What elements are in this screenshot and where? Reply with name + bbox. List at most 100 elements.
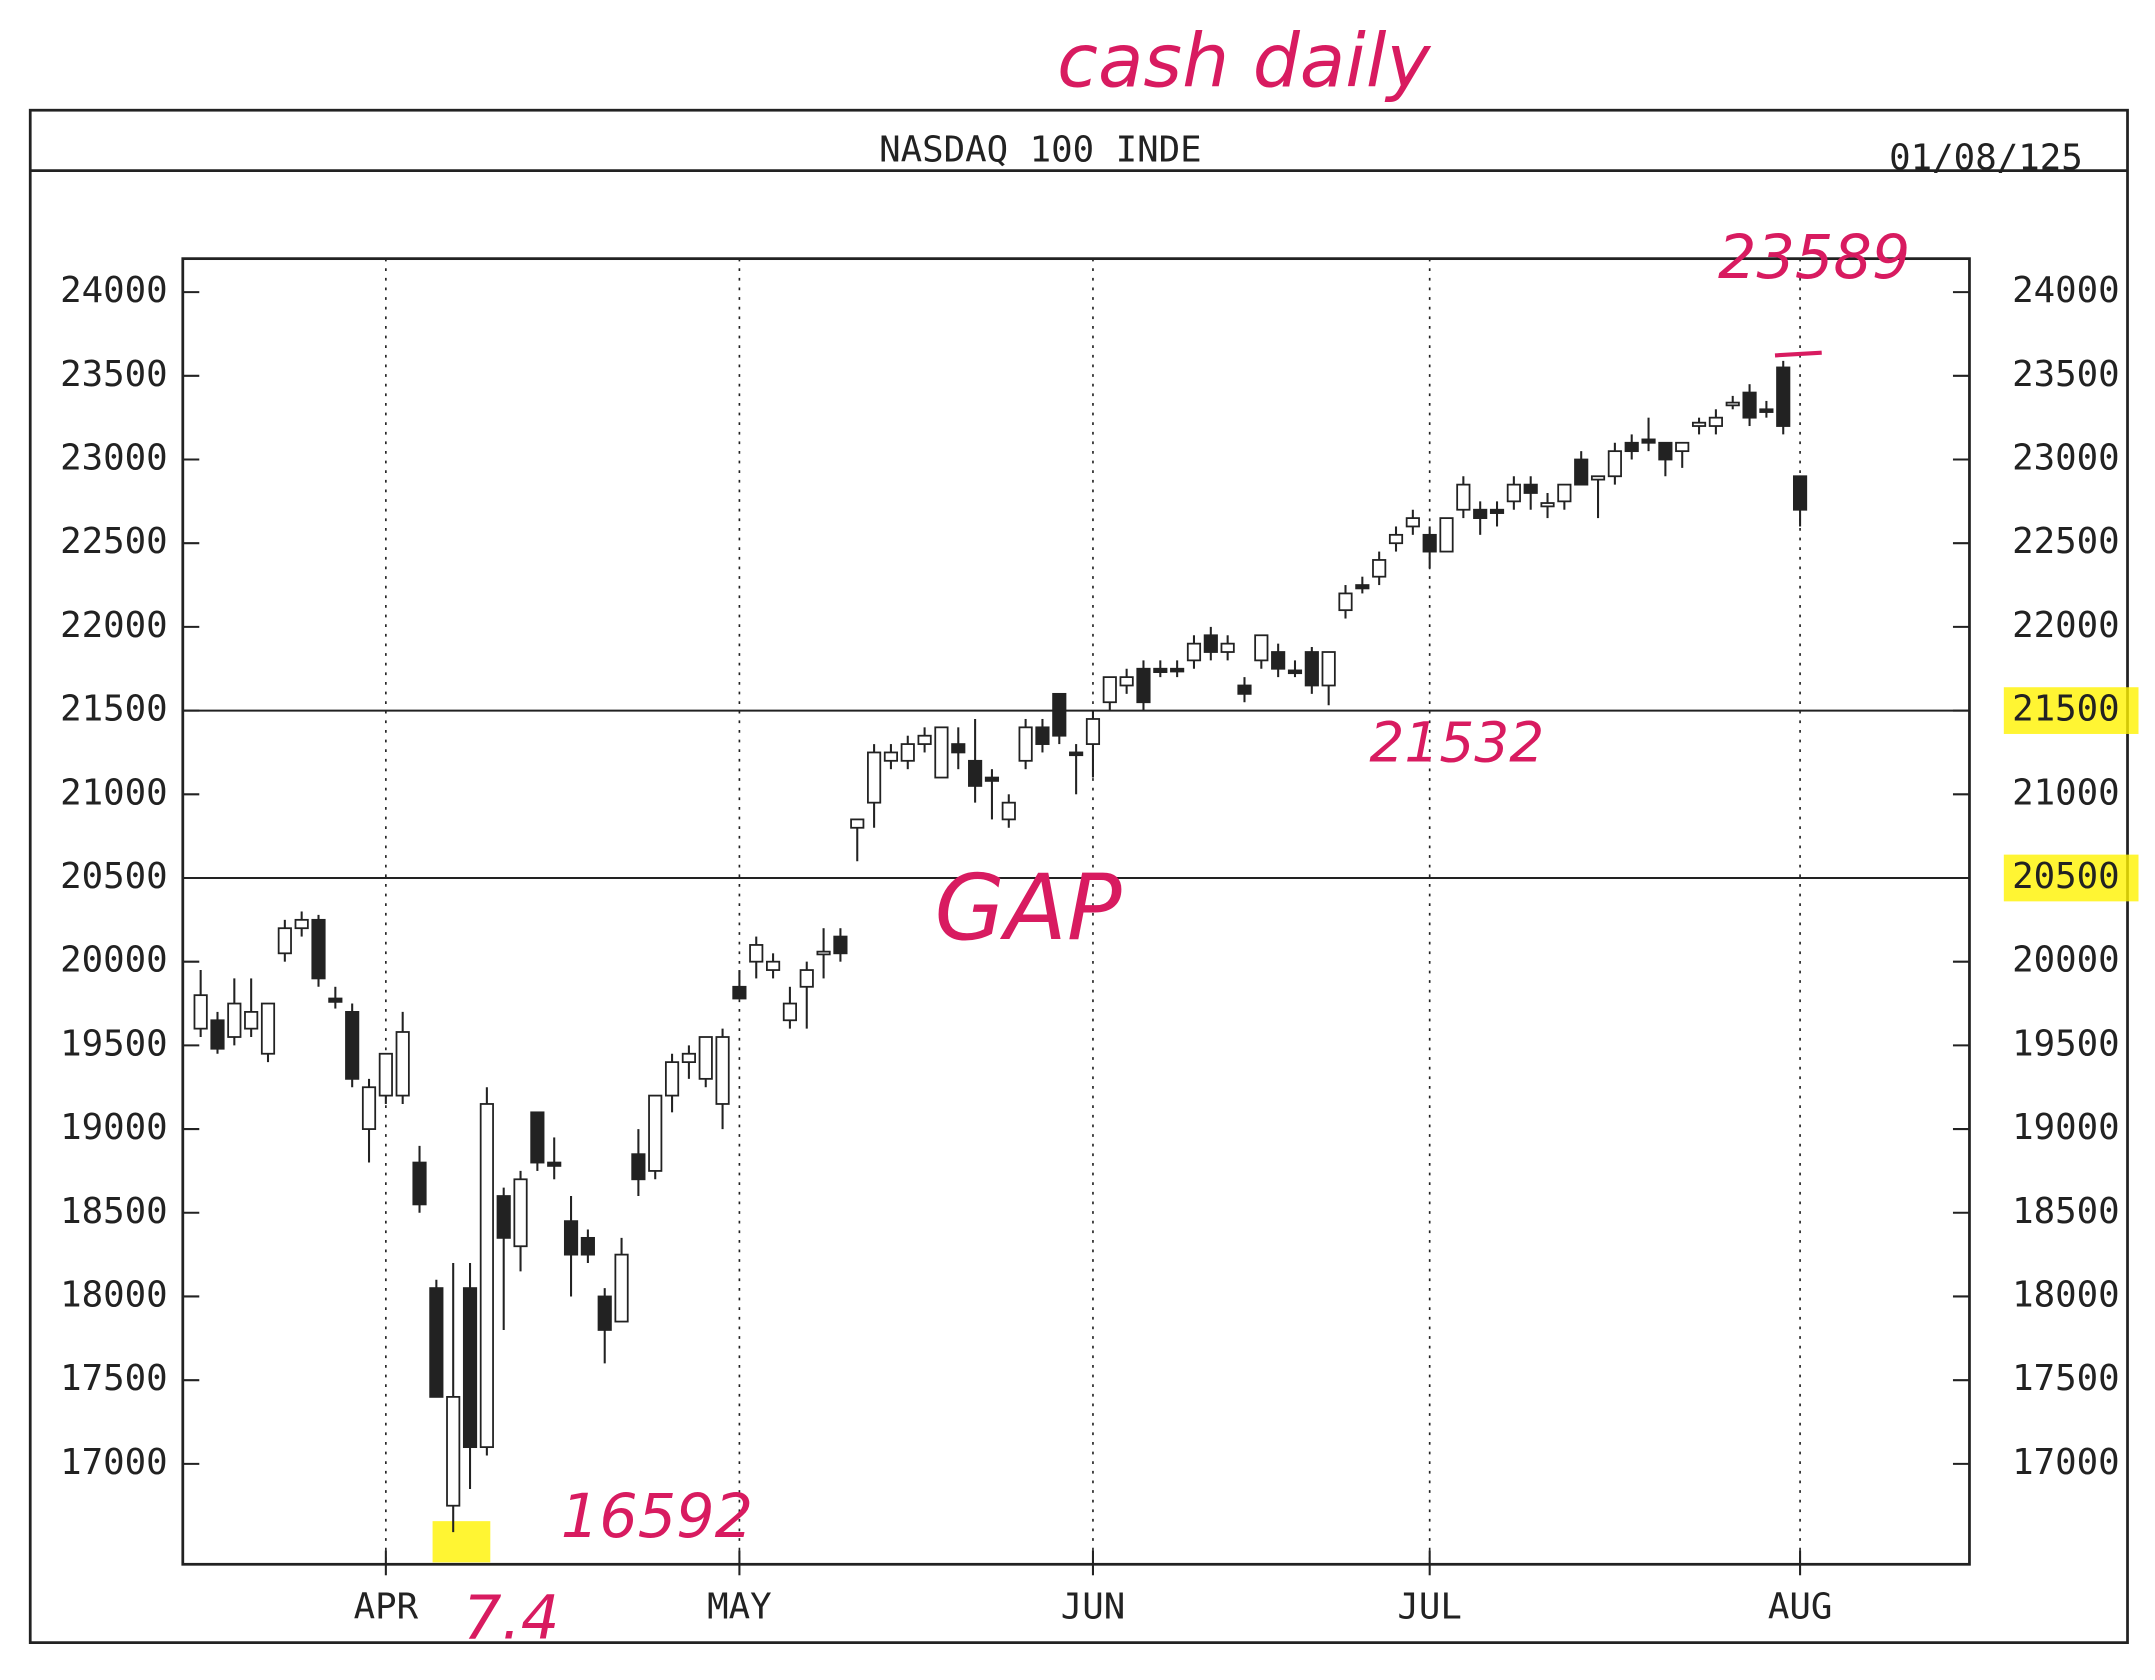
- candle-body: [513, 1178, 528, 1248]
- candle-body: [1725, 401, 1740, 407]
- highlight: [2003, 687, 2139, 734]
- candle-body: [1085, 718, 1101, 745]
- y2-tick-label: 17500: [2012, 1358, 2120, 1399]
- annotation: GAP: [935, 856, 1122, 961]
- candle-body: [900, 743, 915, 762]
- candle-body: [1372, 559, 1387, 578]
- candle-body: [1136, 667, 1151, 704]
- candle-body: [597, 1295, 612, 1331]
- candle-body: [1641, 438, 1656, 444]
- highlight: [2003, 854, 2139, 902]
- candle-body: [1069, 751, 1084, 757]
- candle-body: [1220, 642, 1235, 653]
- candle-body: [1742, 391, 1757, 419]
- candle-body: [1624, 441, 1639, 453]
- y-tick-label: 19000: [60, 1107, 168, 1148]
- candle-body: [1708, 416, 1723, 427]
- candle-body: [614, 1253, 629, 1323]
- candle-body: [1607, 450, 1622, 478]
- candle-body: [648, 1094, 663, 1172]
- candle-body: [1590, 475, 1606, 481]
- plot-area: [181, 257, 1971, 1566]
- y2-tick-label: 22000: [2012, 605, 2120, 646]
- candle-body: [1287, 669, 1303, 675]
- x-tick-label: MAY: [707, 1586, 772, 1627]
- y2-tick-label: 20000: [2012, 940, 2120, 981]
- candle-body: [766, 960, 781, 971]
- candle-body: [1001, 801, 1016, 821]
- candle-body: [984, 776, 1000, 782]
- y2-tick-label: 18500: [2012, 1191, 2120, 1232]
- y-tick-label: 19500: [60, 1023, 168, 1064]
- candle-body: [311, 918, 326, 980]
- candle-body: [749, 944, 764, 963]
- candle-body: [1439, 517, 1454, 553]
- y-tick-label: 17500: [60, 1358, 168, 1399]
- candle-body: [496, 1195, 511, 1239]
- candle-body: [1119, 676, 1134, 687]
- annotation: cash daily: [1057, 18, 1431, 105]
- y2-tick-label: 20500: [2012, 856, 2120, 897]
- candle-body: [1675, 441, 1690, 453]
- annotation: 16592: [561, 1482, 753, 1552]
- candle-body: [1456, 483, 1471, 511]
- candle-body: [1691, 421, 1707, 427]
- candle-body: [1792, 475, 1808, 511]
- candle-body: [1405, 517, 1420, 528]
- candle-body: [1186, 642, 1202, 662]
- candle-body: [631, 1153, 646, 1181]
- candle-body: [244, 1011, 259, 1030]
- y-tick-label: 20000: [60, 940, 168, 981]
- candle-body: [227, 1002, 242, 1038]
- candle-body: [210, 1019, 225, 1050]
- chart-title: NASDAQ 100 INDE: [879, 129, 1202, 170]
- annotation-mark: [1774, 350, 1822, 358]
- candle-body: [563, 1220, 579, 1256]
- candle-body: [1035, 726, 1050, 745]
- y-tick-label: 24000: [60, 270, 168, 311]
- y-tick-label: 18000: [60, 1274, 168, 1315]
- x-tick-label: JUN: [1061, 1586, 1126, 1627]
- candle-body: [479, 1103, 494, 1449]
- candle-body: [378, 1052, 393, 1097]
- candle-body: [681, 1052, 696, 1064]
- candle-body: [1540, 502, 1555, 508]
- candle-body: [951, 743, 966, 754]
- candle-body: [1355, 584, 1370, 590]
- annotation: 23589: [1718, 223, 1910, 293]
- candle-body: [1321, 651, 1336, 687]
- y2-tick-label: 22500: [2012, 521, 2120, 562]
- highlight: [432, 1521, 491, 1563]
- y2-tick-label: 18000: [2012, 1274, 2120, 1315]
- candle-body: [361, 1086, 377, 1130]
- candle-body: [294, 918, 309, 930]
- candle-body: [530, 1111, 545, 1164]
- candle-body: [1102, 676, 1117, 704]
- candle-body: [715, 1036, 730, 1105]
- candle-body: [732, 985, 747, 1000]
- y-tick-label: 18500: [60, 1191, 168, 1232]
- y2-tick-label: 23000: [2012, 438, 2120, 479]
- y-tick-label: 23500: [60, 354, 168, 395]
- candle-body: [782, 1002, 797, 1022]
- candle-body: [799, 969, 814, 988]
- y-tick-label: 21000: [60, 772, 168, 813]
- candle-body: [664, 1061, 680, 1097]
- candle-body: [1338, 592, 1353, 612]
- y-tick-label: 17000: [60, 1442, 168, 1483]
- candle-body: [1506, 483, 1521, 503]
- y-tick-label: 21500: [60, 689, 168, 730]
- candle-body: [395, 1031, 410, 1097]
- annotation: 7.4: [463, 1584, 559, 1654]
- candle-body: [446, 1396, 461, 1507]
- candle-body: [934, 726, 949, 779]
- candle-body: [1271, 651, 1286, 670]
- candle-body: [1203, 634, 1218, 653]
- x-tick-label: APR: [354, 1586, 419, 1627]
- candle-body: [462, 1287, 478, 1449]
- y2-tick-label: 24000: [2012, 270, 2120, 311]
- y2-tick-label: 17000: [2012, 1442, 2120, 1483]
- candle-body: [260, 1002, 276, 1055]
